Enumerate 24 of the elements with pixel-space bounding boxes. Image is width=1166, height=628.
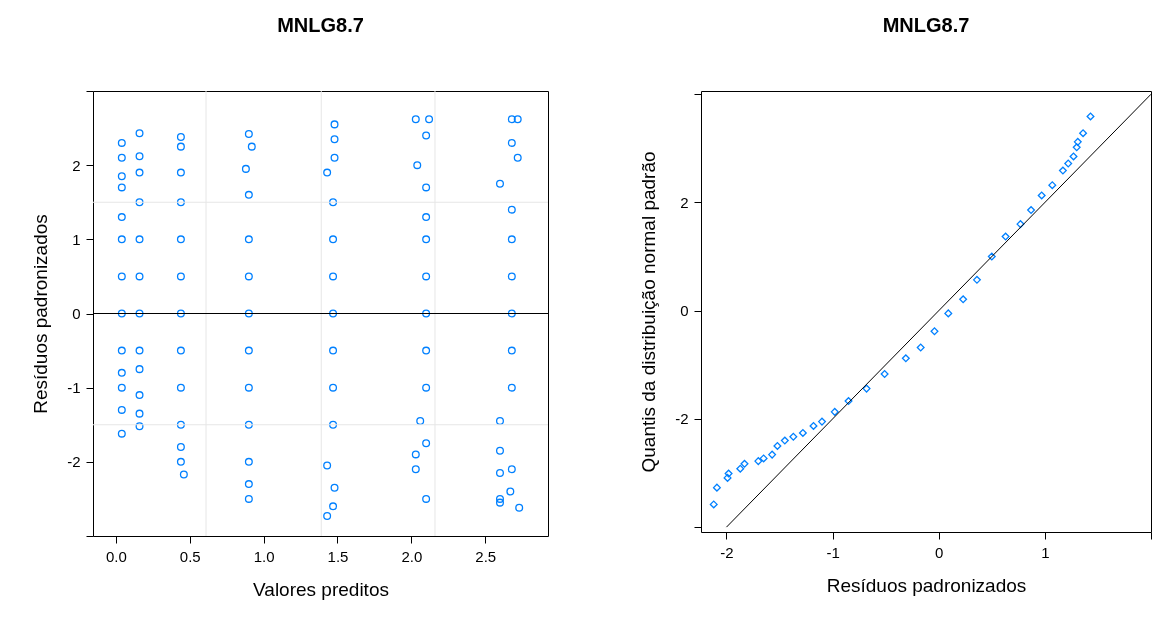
y-tick-label: 0 [680,302,689,320]
y-axis-title: Resíduos padronizados [30,214,52,414]
y-tick-label: 1 [72,230,81,248]
y-axis-title: Quantis da distribuição normal padrão [638,151,660,473]
chart-title: MNLG8.7 [882,14,970,36]
x-tick-label: 0.5 [179,547,201,565]
y-tick-label: -2 [67,453,81,471]
x-tick-label: 1.5 [327,547,349,565]
y-tick-label: -2 [675,410,689,428]
x-tick-label: -1 [826,543,840,561]
y-tick-label: -1 [67,379,81,397]
x-tick-label: 2.5 [475,547,497,565]
x-tick-label: 0 [935,543,944,561]
x-tick-label: 0.0 [105,547,127,565]
y-tick-label: 2 [72,156,81,174]
x-axis-title: Resíduos padronizados [826,574,1027,596]
y-tick-label: 0 [72,305,81,322]
x-axis-title: Valores preditos [253,578,389,600]
x-tick-label: 1 [1041,543,1050,561]
y-tick-label: 2 [680,193,689,211]
x-tick-label: -2 [720,543,734,561]
x-tick-label: 2.0 [401,547,423,565]
chart-title: MNLG8.7 [277,13,364,36]
x-tick-label: 1.0 [253,547,275,565]
